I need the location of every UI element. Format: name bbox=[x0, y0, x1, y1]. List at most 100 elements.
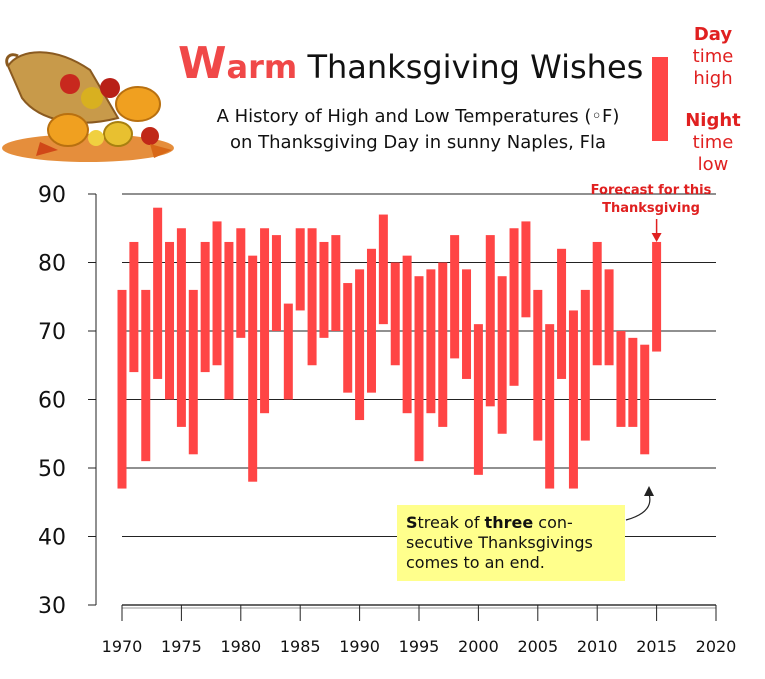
legend-day-desc-2: high bbox=[693, 68, 733, 89]
streak-arrow-head bbox=[644, 486, 654, 496]
note-line-3: comes to an end. bbox=[406, 553, 545, 572]
title-rest: Thanksgiving Wishes bbox=[297, 48, 644, 86]
y-tick-label-40: 40 bbox=[38, 526, 66, 551]
bar-1982 bbox=[260, 228, 270, 414]
bar-1992 bbox=[378, 214, 388, 325]
note-bold: three bbox=[484, 513, 534, 532]
bar-1991 bbox=[366, 248, 376, 393]
bar-1973 bbox=[153, 207, 163, 379]
legend-night-desc-2: low bbox=[697, 154, 729, 175]
cornucopia-icon bbox=[2, 51, 174, 162]
y-tick-labels: 30 40 50 60 70 80 90 bbox=[38, 183, 66, 619]
note-s: S bbox=[406, 513, 418, 532]
y-tick-label-80: 80 bbox=[38, 252, 66, 277]
bar-1971 bbox=[129, 241, 139, 373]
bar-2011 bbox=[604, 269, 614, 366]
x-tick-label-2000: 2000 bbox=[458, 637, 499, 656]
bar-1986 bbox=[307, 228, 317, 366]
bar-1988 bbox=[331, 235, 341, 331]
legend-day-desc-1: time bbox=[692, 46, 734, 67]
bar-1978 bbox=[212, 221, 222, 366]
range-bars bbox=[117, 207, 662, 489]
bar-1983 bbox=[271, 235, 281, 331]
bar-2014 bbox=[640, 344, 650, 455]
bar-2013 bbox=[628, 337, 638, 427]
forecast-line-2: Thanksgiving bbox=[602, 201, 700, 216]
bar-1976 bbox=[188, 289, 198, 455]
bar-1994 bbox=[402, 255, 412, 414]
bar-2012 bbox=[616, 331, 626, 427]
forecast-arrow-head bbox=[651, 233, 662, 242]
y-tick-label-50: 50 bbox=[38, 457, 66, 482]
y-tick-label-60: 60 bbox=[38, 389, 66, 414]
streak-note: Streak of three con- secutive Thanksgivi… bbox=[397, 505, 625, 581]
bar-1999 bbox=[462, 269, 472, 379]
bar-1972 bbox=[141, 289, 151, 462]
bar-1984 bbox=[283, 303, 293, 400]
bar-1996 bbox=[426, 269, 436, 414]
x-tick-label-1985: 1985 bbox=[280, 637, 321, 656]
bar-1980 bbox=[236, 228, 246, 338]
note-part-1: treak of bbox=[417, 513, 485, 532]
x-tick-label-1970: 1970 bbox=[102, 637, 143, 656]
y-tick-label-70: 70 bbox=[38, 320, 66, 345]
y-tick-label-30: 30 bbox=[38, 594, 66, 619]
bar-1979 bbox=[224, 241, 234, 400]
title-warm-rest: arm bbox=[226, 48, 298, 86]
bar-1977 bbox=[200, 241, 210, 373]
bar-1987 bbox=[319, 241, 329, 338]
streak-arrow-line bbox=[625, 493, 651, 521]
bar-1985 bbox=[295, 228, 305, 311]
legend-bar-swatch bbox=[652, 57, 668, 141]
bar-1993 bbox=[390, 262, 400, 366]
bar-2009 bbox=[580, 289, 590, 441]
chart-subtitle: A History of High and Low Temperatures (… bbox=[188, 104, 648, 156]
forecast-line-1: Forecast for this bbox=[590, 183, 712, 198]
bar-1998 bbox=[450, 235, 460, 359]
y-tick-label-90: 90 bbox=[38, 183, 66, 208]
bar-2015 bbox=[652, 241, 662, 352]
bar-2005 bbox=[533, 289, 543, 441]
x-tick-label-1990: 1990 bbox=[339, 637, 380, 656]
x-tick-label-2020: 2020 bbox=[696, 637, 737, 656]
bar-1981 bbox=[248, 255, 258, 482]
bar-1974 bbox=[165, 241, 175, 400]
legend-night: Night time low bbox=[678, 110, 748, 176]
legend-day-label: Day bbox=[693, 24, 733, 45]
x-tick-label-2015: 2015 bbox=[636, 637, 677, 656]
bar-2007 bbox=[557, 248, 567, 379]
legend-day: Day time high bbox=[678, 24, 748, 90]
chart-title: Warm Thanksgiving Wishes bbox=[178, 38, 643, 89]
annotation-arrows bbox=[625, 219, 662, 521]
bar-1975 bbox=[176, 228, 186, 427]
bar-2002 bbox=[497, 276, 507, 434]
x-tick-labels: 1970 1975 1980 1985 1990 1995 2000 2005 2010 2015… bbox=[102, 637, 737, 656]
x-tick-label-1995: 1995 bbox=[399, 637, 440, 656]
bar-2000 bbox=[473, 324, 483, 475]
bar-1995 bbox=[414, 276, 424, 462]
subtitle-line-1: A History of High and Low Temperatures (… bbox=[216, 106, 620, 127]
forecast-annotation: Forecast for this Thanksgiving bbox=[566, 182, 736, 218]
x-tick-label-1980: 1980 bbox=[220, 637, 261, 656]
bar-2004 bbox=[521, 221, 531, 318]
x-tick-label-2005: 2005 bbox=[517, 637, 558, 656]
bar-2010 bbox=[592, 241, 602, 366]
legend-night-label: Night bbox=[685, 110, 741, 131]
legend-night-desc-1: time bbox=[692, 132, 734, 153]
bar-2008 bbox=[568, 310, 578, 489]
note-part-2: con- bbox=[533, 513, 573, 532]
bar-1990 bbox=[355, 269, 365, 421]
bar-2001 bbox=[485, 235, 495, 407]
axes bbox=[88, 193, 717, 621]
note-line-2: secutive Thanksgivings bbox=[406, 533, 593, 552]
x-tick-label-2010: 2010 bbox=[577, 637, 618, 656]
bar-2003 bbox=[509, 228, 519, 386]
bar-1989 bbox=[343, 283, 353, 393]
title-first-letter: W bbox=[178, 38, 227, 89]
bar-1997 bbox=[438, 262, 448, 427]
subtitle-line-2: on Thanksgiving Day in sunny Naples, Fla bbox=[230, 132, 606, 153]
bar-1970 bbox=[117, 289, 127, 489]
bar-2006 bbox=[545, 324, 555, 489]
x-tick-label-1975: 1975 bbox=[161, 637, 202, 656]
